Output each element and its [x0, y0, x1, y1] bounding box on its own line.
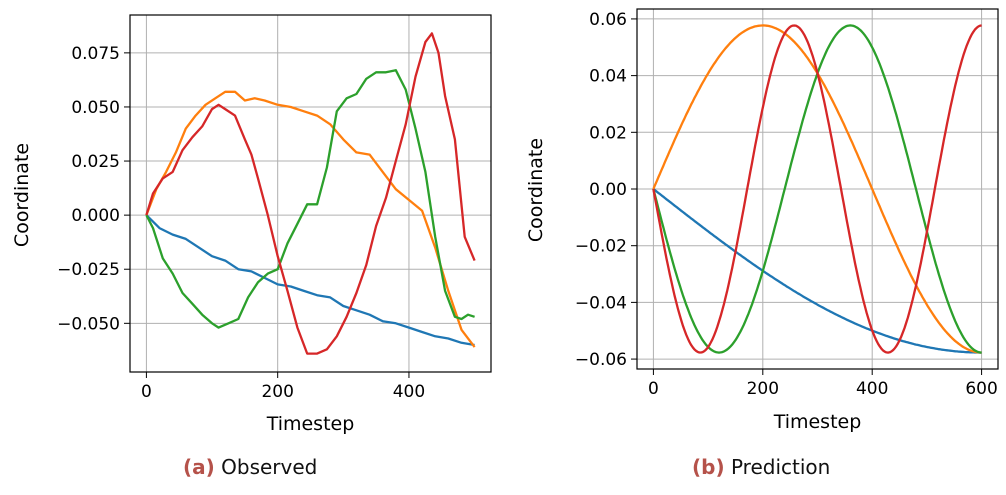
caption-prediction: (b) Prediction	[692, 455, 830, 479]
x-axis-label: Timestep	[266, 413, 355, 435]
series-line-1	[145, 90, 476, 348]
x-tick-label: 0	[648, 379, 659, 399]
series-line-2	[145, 69, 475, 329]
caption-tag: (a)	[183, 455, 215, 479]
panel-observed: 0 200 400 −0.050 −0.025 0.000 0.025 0.050 0.075 T…	[11, 14, 492, 435]
x-tick-label: 400	[393, 382, 425, 402]
x-tick-label: 200	[261, 382, 293, 402]
y-tick-label: −0.050	[57, 314, 120, 334]
y-tick-label: 0.000	[71, 206, 120, 226]
y-tick-label: −0.02	[575, 237, 627, 257]
y-tick-label: 0.02	[589, 123, 627, 143]
series-line-3	[652, 24, 982, 354]
y-tick-label: 0.06	[589, 10, 627, 30]
y-tick-label: −0.04	[575, 293, 627, 313]
y-axis-label: Coordinate	[11, 143, 33, 247]
caption-tag: (b)	[692, 455, 725, 479]
y-tick-label: 0.04	[589, 67, 627, 87]
y-tick-label: 0.075	[71, 44, 120, 64]
caption-text: Observed	[221, 455, 318, 479]
y-tick-label: −0.06	[575, 350, 627, 370]
plot-frame	[129, 14, 492, 373]
y-axis-label: Coordinate	[525, 138, 547, 242]
x-tick-label: 600	[965, 379, 997, 399]
caption-observed: (a) Observed	[183, 455, 317, 479]
y-tick-label: 0.050	[71, 98, 120, 118]
x-axis-label: Timestep	[773, 411, 862, 433]
series-line-0	[145, 214, 475, 347]
y-tick-label: −0.025	[57, 260, 120, 280]
x-tick-label: 400	[856, 379, 888, 399]
x-tick-label: 0	[141, 382, 152, 402]
caption-text: Prediction	[730, 455, 831, 479]
x-tick-label: 200	[747, 379, 779, 399]
series-line-3	[145, 32, 476, 355]
series-line-0	[652, 188, 982, 354]
panel-prediction: 0 200 400 600 −0.06 −0.04 −0.02 0.00 0.02 0.04 0.0…	[525, 8, 999, 433]
y-tick-label: 0.025	[71, 152, 120, 172]
y-tick-label: 0.00	[589, 180, 627, 200]
